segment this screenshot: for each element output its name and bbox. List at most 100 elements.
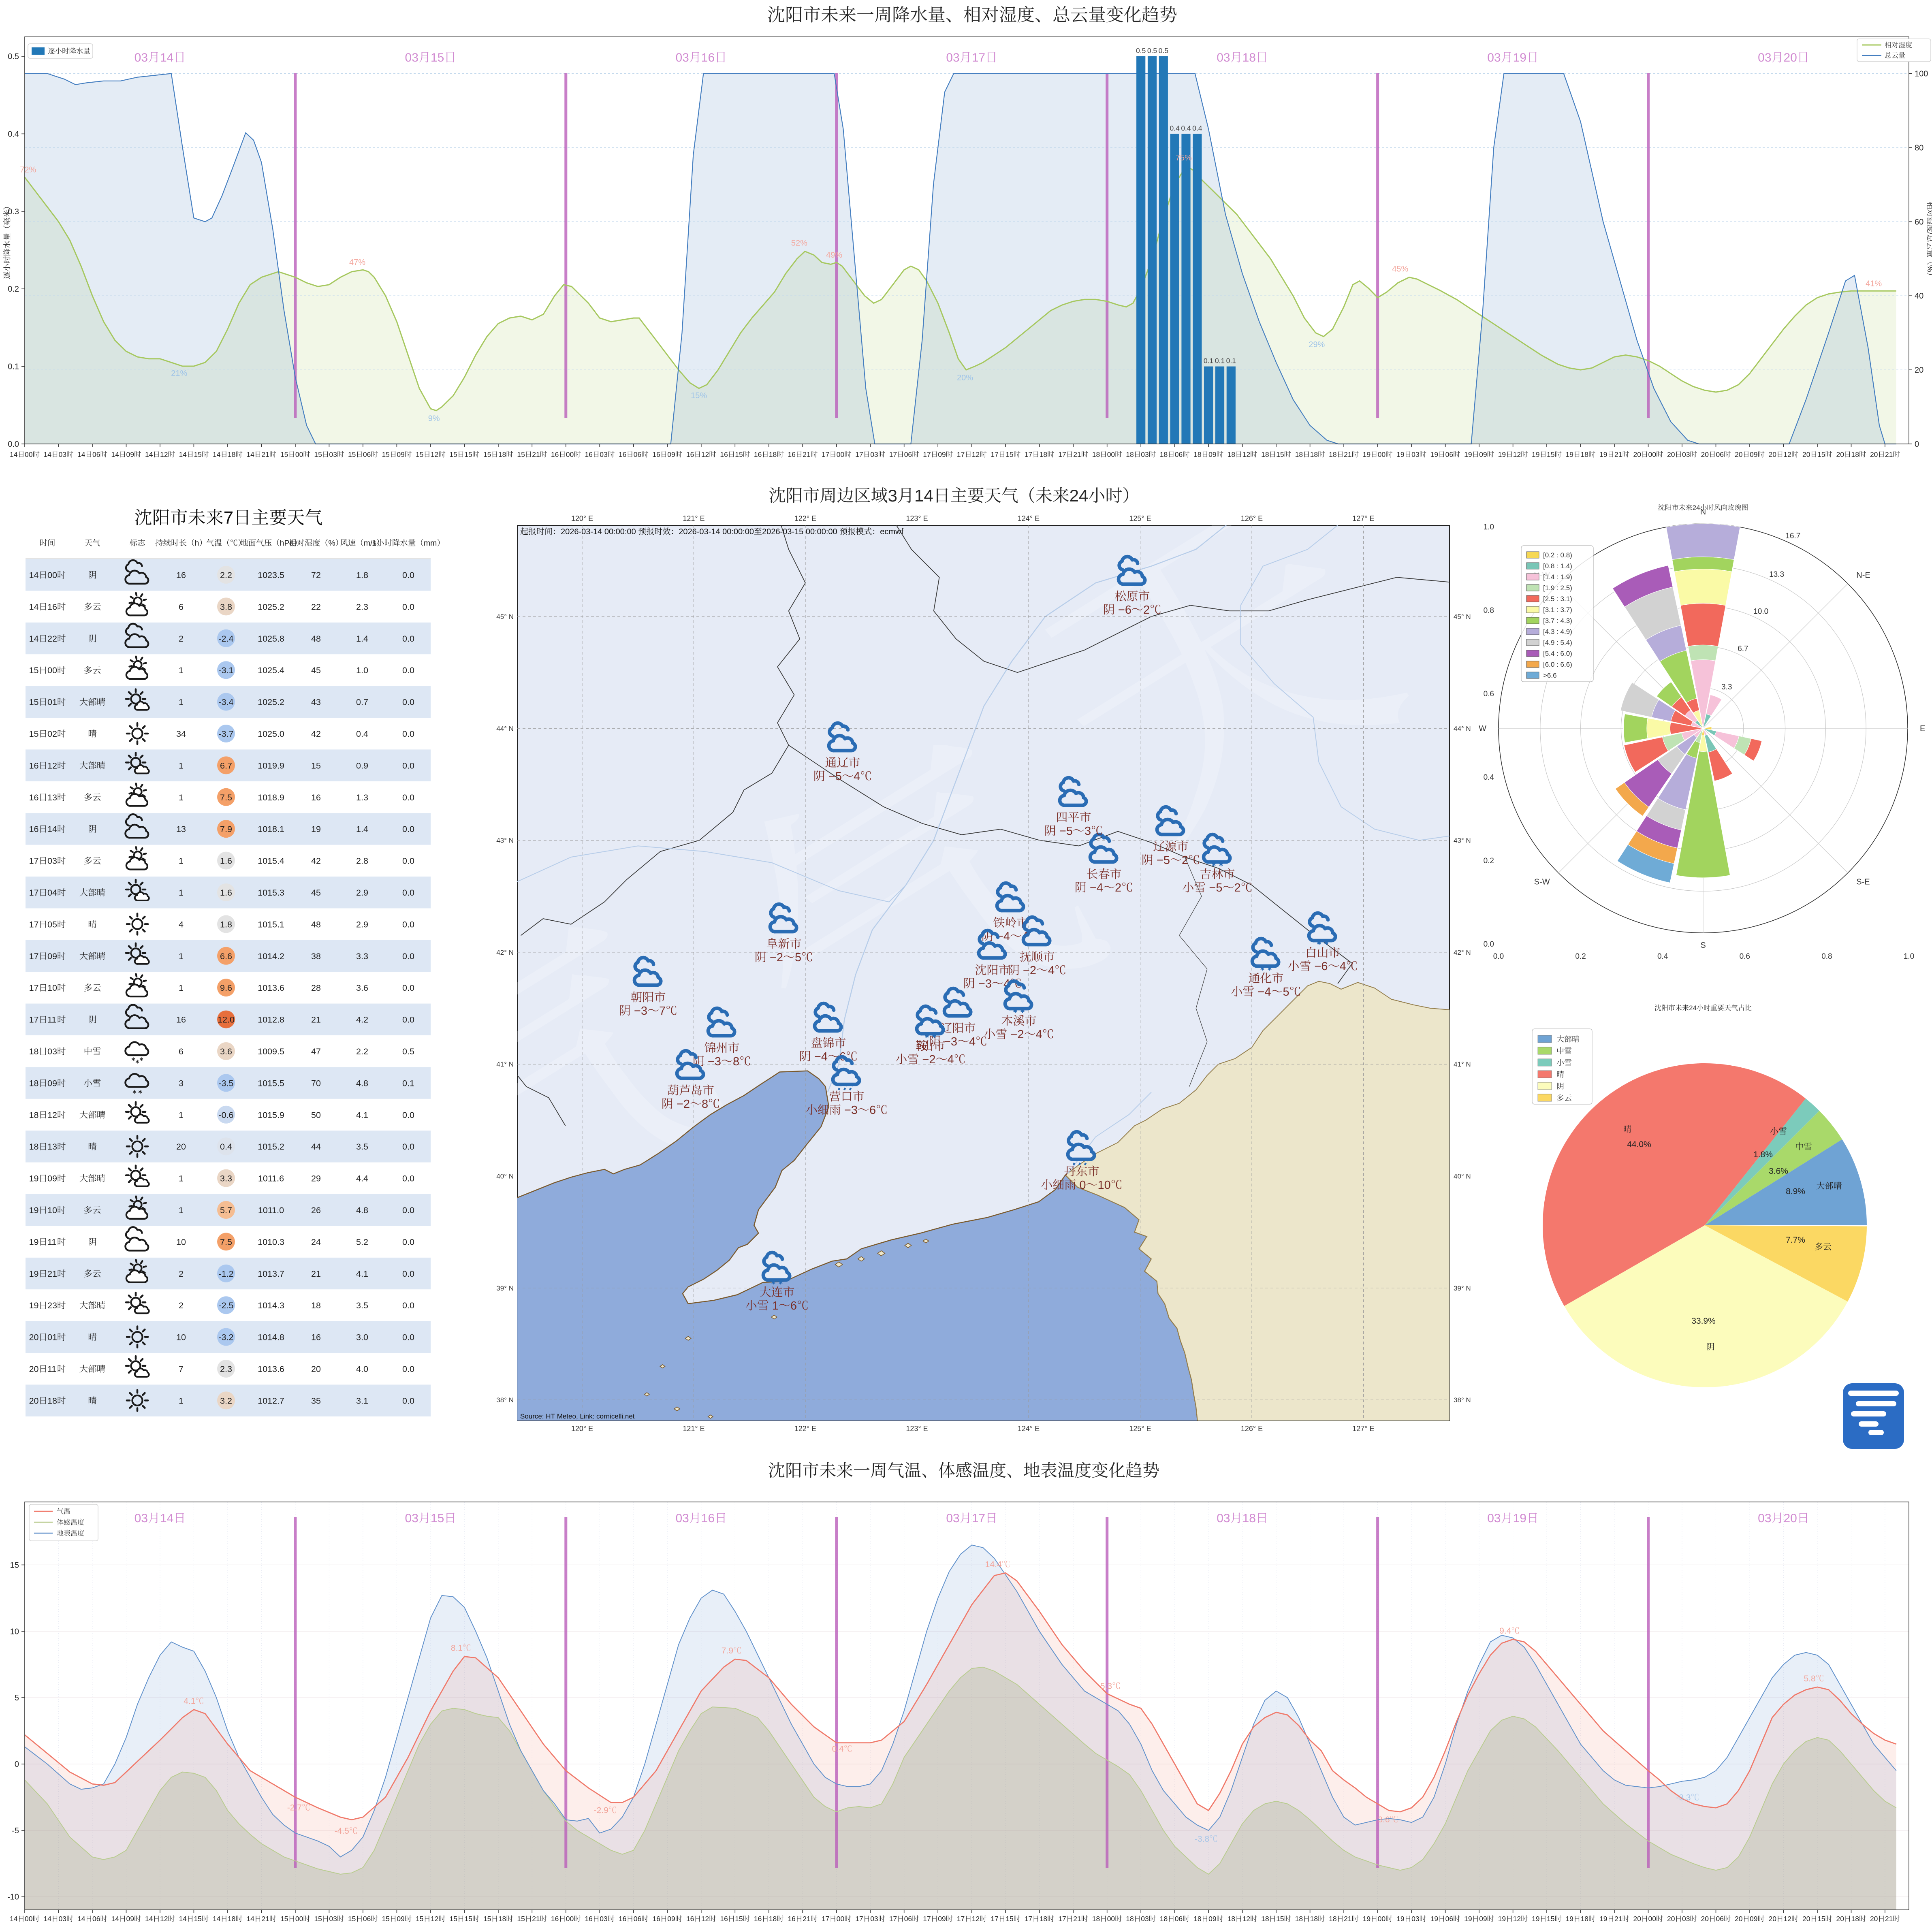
svg-text:1025.8: 1025.8 [258,634,284,644]
svg-text:12: 12 [47,761,57,770]
svg-text:2026-03-14 00:00:00: 2026-03-14 00:00:00 [679,527,754,536]
svg-text:15: 15 [1547,450,1554,459]
svg-text:15: 15 [416,450,423,459]
svg-text:18: 18 [29,1142,39,1152]
svg-text:1: 1 [179,698,184,707]
svg-text:4: 4 [1339,960,1346,973]
svg-text:-1.2: -1.2 [218,1269,233,1279]
svg-text:14: 14 [160,1512,173,1525]
svg-text:0.5: 0.5 [1136,47,1146,55]
svg-text:1013.6: 1013.6 [258,1364,284,1374]
svg-text:15: 15 [464,1915,472,1922]
svg-text:42° N: 42° N [496,949,514,956]
svg-text:33.9%: 33.9% [1691,1316,1716,1326]
svg-text:16: 16 [701,1512,715,1525]
svg-text:21: 21 [1344,1915,1351,1922]
svg-text:1: 1 [179,888,184,898]
svg-text:-2.7: -2.7 [287,1803,302,1813]
svg-text:[0.8 : 1.4): [0.8 : 1.4) [1543,562,1572,570]
svg-text:09: 09 [397,1915,404,1922]
svg-text:06: 06 [904,450,912,459]
svg-text:75%: 75% [1176,154,1192,162]
svg-text:14: 14 [145,1915,153,1922]
svg-text:16: 16 [311,1333,321,1342]
svg-text:15: 15 [464,450,472,459]
svg-text:−3: −3 [975,977,992,990]
svg-text:40: 40 [1915,292,1923,301]
svg-text:0.0: 0.0 [1484,940,1494,949]
svg-text:5.2: 5.2 [356,1237,368,1247]
svg-text:1.8%: 1.8% [1753,1150,1773,1159]
svg-text:15: 15 [194,1915,201,1922]
svg-text:2: 2 [1143,604,1150,616]
svg-text:18: 18 [1092,1915,1100,1922]
svg-text:S-W: S-W [1534,877,1550,886]
svg-text:14: 14 [914,486,933,505]
svg-text:03: 03 [870,1915,878,1922]
svg-text:16: 16 [176,1015,186,1025]
svg-text:0.0: 0.0 [402,824,414,834]
svg-text:4: 4 [1035,1028,1042,1041]
svg-text:1015.5: 1015.5 [258,1078,284,1088]
svg-text:0.4: 0.4 [1170,124,1180,132]
svg-text:3.6: 3.6 [220,1047,232,1056]
svg-text:20: 20 [1836,1915,1844,1922]
svg-text:15: 15 [449,1915,457,1922]
svg-text:21: 21 [47,1269,57,1279]
svg-text:16: 16 [720,450,728,459]
svg-text:12.0: 12.0 [218,1015,235,1025]
svg-text:19: 19 [1532,1915,1539,1922]
svg-text:24: 24 [311,1237,321,1247]
svg-text:−3: −3 [841,1104,858,1117]
svg-text:50: 50 [311,1110,321,1120]
svg-text:0.2: 0.2 [1484,857,1494,865]
svg-text:14: 14 [77,1915,85,1922]
svg-text:00: 00 [566,1915,574,1922]
svg-text:0.0: 0.0 [402,570,414,580]
svg-text:03: 03 [1217,51,1230,64]
svg-text:−5: −5 [825,770,842,783]
svg-text:-0.6: -0.6 [218,1110,233,1120]
svg-text:09: 09 [1479,450,1487,459]
svg-text:14: 14 [29,602,39,612]
svg-text:2.9: 2.9 [356,888,368,898]
svg-text:1: 1 [179,951,184,961]
svg-text:-3.6: -3.6 [1375,1815,1390,1824]
svg-text:20: 20 [29,1396,39,1406]
svg-text:14: 14 [44,450,52,459]
svg-text:12: 12 [1242,1915,1250,1922]
svg-text:1018.1: 1018.1 [258,824,284,834]
svg-text:18: 18 [1261,450,1269,459]
svg-text:7.9: 7.9 [220,824,232,834]
svg-text:2.8: 2.8 [356,856,368,866]
svg-text:20: 20 [1802,1915,1810,1922]
svg-text:N-E: N-E [1856,571,1870,580]
svg-text:09: 09 [126,1915,134,1922]
svg-text:14: 14 [44,1915,52,1922]
svg-text:15: 15 [280,1915,288,1922]
svg-text:01: 01 [47,698,57,707]
svg-text:121° E: 121° E [683,1425,704,1433]
svg-text:0.0: 0.0 [402,1237,414,1247]
svg-text:5.8: 5.8 [1804,1674,1816,1683]
svg-text:[4.9 : 5.4): [4.9 : 5.4) [1543,639,1572,646]
svg-text:06: 06 [1445,1915,1453,1922]
svg-text:1: 1 [179,1205,184,1215]
svg-text:16: 16 [29,824,39,834]
svg-text:03: 03 [134,51,148,64]
svg-text:7: 7 [224,508,233,528]
svg-text:16: 16 [701,51,715,64]
svg-text:125° E: 125° E [1129,1425,1151,1433]
svg-text:0.1: 0.1 [8,363,19,371]
svg-text:09: 09 [1750,1915,1757,1922]
svg-text:5: 5 [795,951,801,964]
svg-text:41° N: 41° N [496,1060,514,1068]
svg-text:03: 03 [1411,1915,1419,1922]
svg-text:20: 20 [1784,51,1797,64]
svg-text:09: 09 [938,450,946,459]
svg-text:18: 18 [29,1078,39,1088]
svg-text:09: 09 [1479,1915,1487,1922]
svg-text:1: 1 [179,761,184,770]
svg-text:01: 01 [47,1333,57,1342]
svg-text:03: 03 [59,1915,66,1922]
